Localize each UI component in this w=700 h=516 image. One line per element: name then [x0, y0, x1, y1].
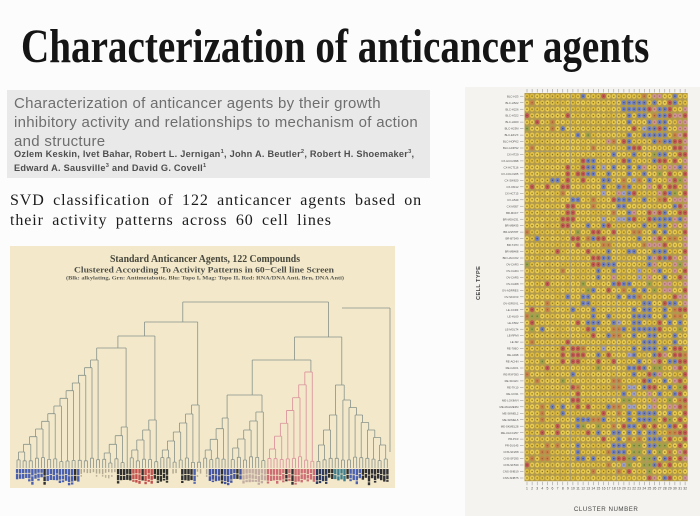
svg-text:6: 6 [552, 487, 554, 491]
svg-text:19: 19 [617, 487, 621, 491]
svg-text:30: 30 [673, 487, 677, 491]
svg-text:LE-RPMI: LE-RPMI [507, 334, 519, 338]
svg-text:Clustered According To Activit: Clustered According To Activity Patterns… [74, 265, 334, 275]
svg-text:CNS-SF295: CNS-SF295 [503, 457, 519, 461]
svg-text:31: 31 [678, 487, 682, 491]
svg-text:BLC-H522: BLC-H522 [505, 101, 519, 105]
svg-text:28: 28 [663, 487, 667, 491]
svg-text:OV-CAR4: OV-CAR4 [506, 269, 519, 273]
svg-text:5: 5 [546, 487, 548, 491]
svg-text:CELL TYPE: CELL TYPE [476, 266, 482, 300]
svg-text:CNS-SF539: CNS-SF539 [503, 463, 519, 467]
svg-text:CX-COLO205: CX-COLO205 [501, 172, 519, 176]
svg-text:20: 20 [622, 487, 626, 491]
svg-text:32: 32 [683, 487, 687, 491]
svg-text:RE-RXF393: RE-RXF393 [503, 373, 519, 377]
svg-text:RE-ACHN: RE-ACHN [506, 360, 519, 364]
svg-text:29: 29 [668, 487, 672, 491]
svg-text:CX-SW620: CX-SW620 [505, 178, 519, 182]
svg-text:PR-PC3: PR-PC3 [508, 437, 519, 441]
svg-text:15: 15 [597, 487, 601, 491]
svg-text:RE-CAKI1: RE-CAKI1 [506, 366, 519, 370]
svg-text:CNS-SNB75: CNS-SNB75 [503, 476, 519, 480]
svg-text:BR-MDA231: BR-MDA231 [503, 217, 519, 221]
svg-text:LE-CCRF: LE-CCRF [506, 308, 518, 312]
svg-text:CLUSTER NUMBER: CLUSTER NUMBER [574, 506, 638, 513]
svg-text:CNS-SF268: CNS-SF268 [503, 450, 519, 454]
svg-text:1: 1 [526, 487, 528, 491]
svg-text:24: 24 [642, 487, 646, 491]
svg-text:CX-HCT15: CX-HCT15 [505, 191, 519, 195]
svg-text:10: 10 [571, 487, 575, 491]
svg-text:17: 17 [607, 487, 611, 491]
svg-text:CX-KM12: CX-KM12 [506, 185, 519, 189]
svg-text:18: 18 [612, 487, 616, 491]
svg-text:BLC-H226: BLC-H226 [505, 107, 519, 111]
svg-text:CX-M057: CX-M057 [507, 204, 519, 208]
svg-text:RE-786O: RE-786O [507, 347, 519, 351]
svg-text:25: 25 [648, 487, 652, 491]
svg-text:BR-MCF7: BR-MCF7 [506, 211, 519, 215]
svg-text:ME-LOXIMVI: ME-LOXIMVI [502, 398, 519, 402]
svg-text:LE-SR: LE-SR [510, 340, 518, 344]
svg-text:27: 27 [658, 487, 662, 491]
svg-text:BR-T47D: BR-T47D [507, 243, 519, 247]
svg-text:RE-UO31: RE-UO31 [506, 392, 519, 396]
svg-text:ME-SKMEL2: ME-SKMEL2 [502, 411, 519, 415]
svg-text:LE-HL60: LE-HL60 [507, 314, 518, 318]
svg-text:14: 14 [591, 487, 595, 491]
svg-text:OV-ADRRES: OV-ADRRES [502, 288, 519, 292]
svg-text:BLC-EKVX: BLC-EKVX [505, 133, 519, 137]
svg-text:OV-CAR8: OV-CAR8 [506, 282, 519, 286]
svg-text:OV-CAR5: OV-CAR5 [506, 276, 519, 280]
svg-text:BLC-H23: BLC-H23 [507, 94, 519, 98]
svg-text:ME-SKMEL28: ME-SKMEL28 [501, 424, 519, 428]
svg-text:BR-MB435: BR-MB435 [505, 224, 519, 228]
svg-text:BLC-H322: BLC-H322 [505, 114, 519, 118]
svg-text:PR-DU145: PR-DU145 [505, 444, 519, 448]
svg-text:BLC-HOP62: BLC-HOP62 [503, 140, 519, 144]
svg-text:CX-HT29: CX-HT29 [507, 153, 519, 157]
svg-text:Standard Anticancer Agents, 12: Standard Anticancer Agents, 122 Compound… [110, 253, 301, 265]
svg-text:LE-MOLT4: LE-MOLT4 [505, 327, 519, 331]
svg-text:8: 8 [562, 487, 564, 491]
svg-text:12: 12 [581, 487, 585, 491]
svg-text:3: 3 [536, 487, 538, 491]
svg-text:BLC-H23M: BLC-H23M [505, 127, 520, 131]
svg-text:BR-MB468: BR-MB468 [505, 250, 519, 254]
svg-text:BR-HS578T: BR-HS578T [503, 230, 518, 234]
svg-text:9: 9 [567, 487, 569, 491]
svg-text:2: 2 [531, 487, 533, 491]
svg-text:OV-CAR3: OV-CAR3 [506, 263, 519, 267]
svg-text:OV-IGROV1: OV-IGROV1 [503, 301, 519, 305]
svg-text:OV-SKOV3: OV-SKOV3 [504, 295, 519, 299]
svg-text:26: 26 [653, 487, 657, 491]
svg-text:BR-UACC62: BR-UACC62 [503, 256, 519, 260]
svg-text:ME-UACC257: ME-UACC257 [501, 431, 519, 435]
svg-text:CNS-SNB19: CNS-SNB19 [503, 470, 519, 474]
svg-text:BLC-H460: BLC-H460 [505, 120, 519, 124]
svg-text:CX-HCC2998: CX-HCC2998 [501, 159, 519, 163]
svg-text:LE-K562: LE-K562 [508, 321, 519, 325]
svg-text:CX-HCT116: CX-HCT116 [503, 166, 518, 170]
svg-text:7: 7 [557, 487, 559, 491]
svg-text:CX-A549: CX-A549 [507, 198, 519, 202]
svg-text:BR-BT549: BR-BT549 [505, 237, 519, 241]
svg-text:BLC-HOP92: BLC-HOP92 [503, 146, 519, 150]
svg-text:ME-MALME3M: ME-MALME3M [500, 405, 520, 409]
svg-text:RE-SN12C: RE-SN12C [505, 379, 519, 383]
svg-text:11: 11 [576, 487, 580, 491]
svg-text:RE-TK10: RE-TK10 [507, 386, 519, 390]
svg-text:(Blk: alkylating, Grn: Antimet: (Blk: alkylating, Grn: Antimetabotic, Bl… [66, 277, 344, 282]
svg-text:4: 4 [541, 487, 543, 491]
svg-text:16: 16 [602, 487, 606, 491]
svg-text:13: 13 [586, 487, 590, 491]
svg-text:RE-A498: RE-A498 [507, 353, 519, 357]
svg-text:23: 23 [637, 487, 641, 491]
svg-text:22: 22 [632, 487, 636, 491]
svg-text:21: 21 [627, 487, 631, 491]
svg-text:ME-SKMEL5: ME-SKMEL5 [502, 418, 519, 422]
